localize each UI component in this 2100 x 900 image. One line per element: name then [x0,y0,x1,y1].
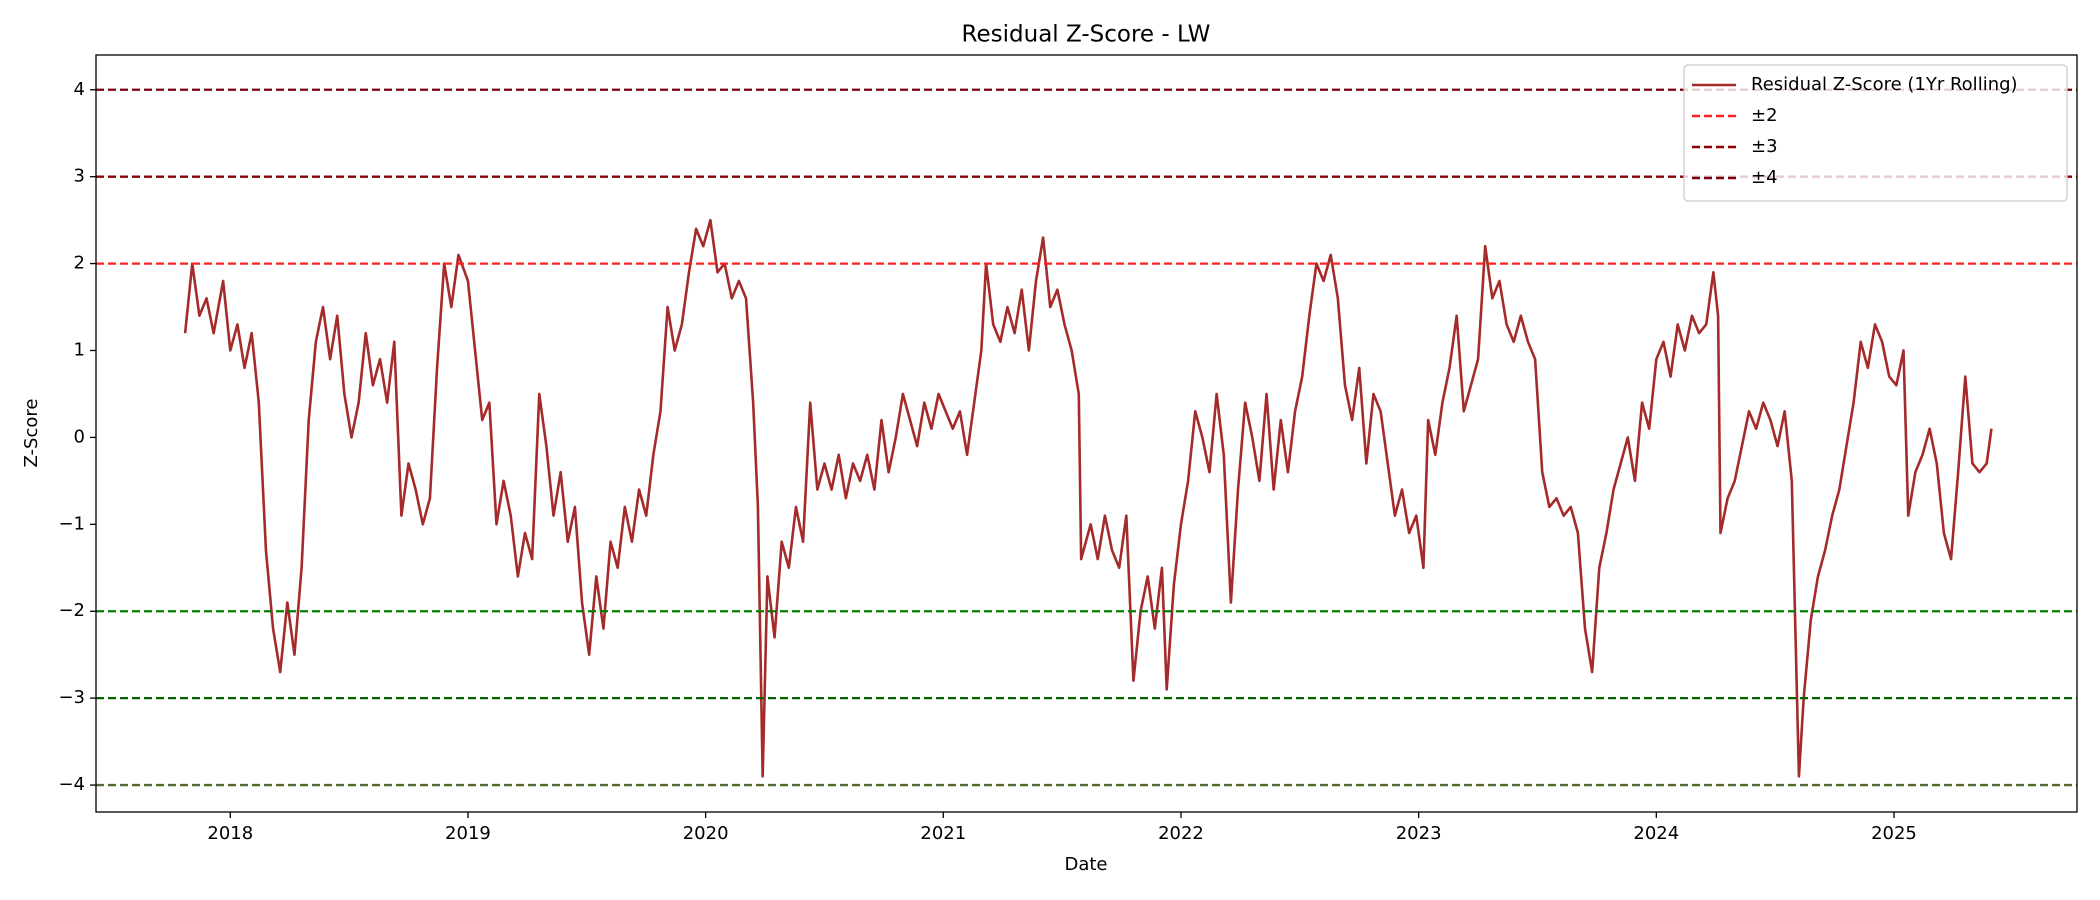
y-tick-label: 4 [74,79,85,100]
y-tick-label: 2 [74,253,85,274]
x-tick-label: 2019 [445,823,491,844]
y-tick-label: 1 [74,339,85,360]
legend-label: ±2 [1751,105,1778,126]
y-tick-label: 0 [74,426,85,447]
legend-box [1683,64,2068,202]
x-tick-label: 2021 [920,823,966,844]
legend-label: Residual Z-Score (1Yr Rolling) [1751,74,2018,95]
y-tick-label: 3 [74,166,85,187]
x-tick-label: 2024 [1633,823,1679,844]
x-tick-label: 2020 [683,823,729,844]
plot-frame [95,54,2078,813]
y-tick-label: −4 [58,774,85,795]
x-tick-label: 2018 [207,823,253,844]
series-line [183,218,1993,778]
x-axis-label: Date [1064,854,1107,875]
y-axis-label: Z-Score [21,399,42,468]
y-tick-label: −2 [58,600,85,621]
x-tick-label: 2025 [1871,823,1917,844]
y-tick-label: −1 [58,513,85,534]
legend-label: ±3 [1751,136,1778,157]
x-tick-label: 2023 [1396,823,1442,844]
x-tick-label: 2022 [1158,823,1204,844]
chart-title: Residual Z-Score - LW [962,22,1211,48]
y-tick-label: −3 [58,687,85,708]
legend-label: ±4 [1751,167,1778,188]
